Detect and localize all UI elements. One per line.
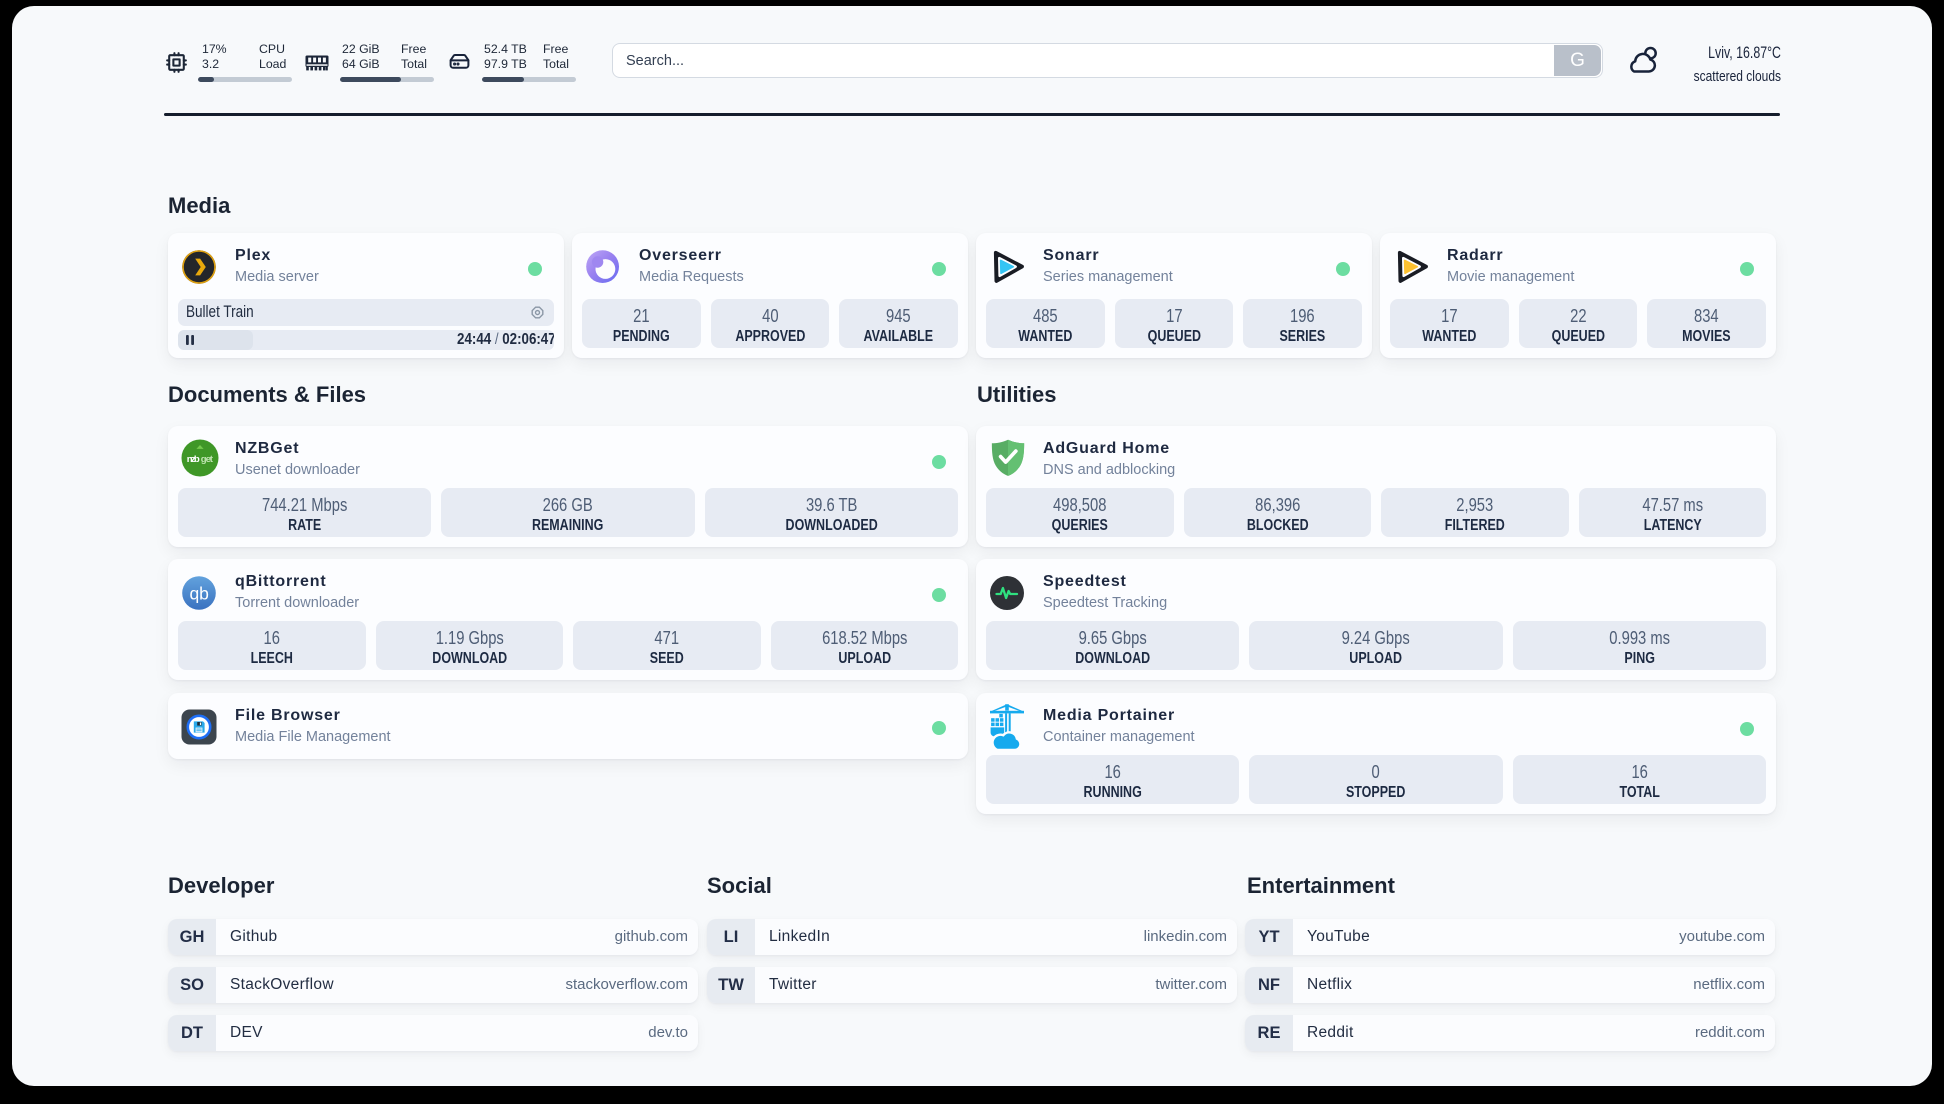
svg-text:get: get <box>201 454 214 465</box>
svg-text:nzb: nzb <box>187 454 200 465</box>
svg-text:qb: qb <box>189 583 208 603</box>
